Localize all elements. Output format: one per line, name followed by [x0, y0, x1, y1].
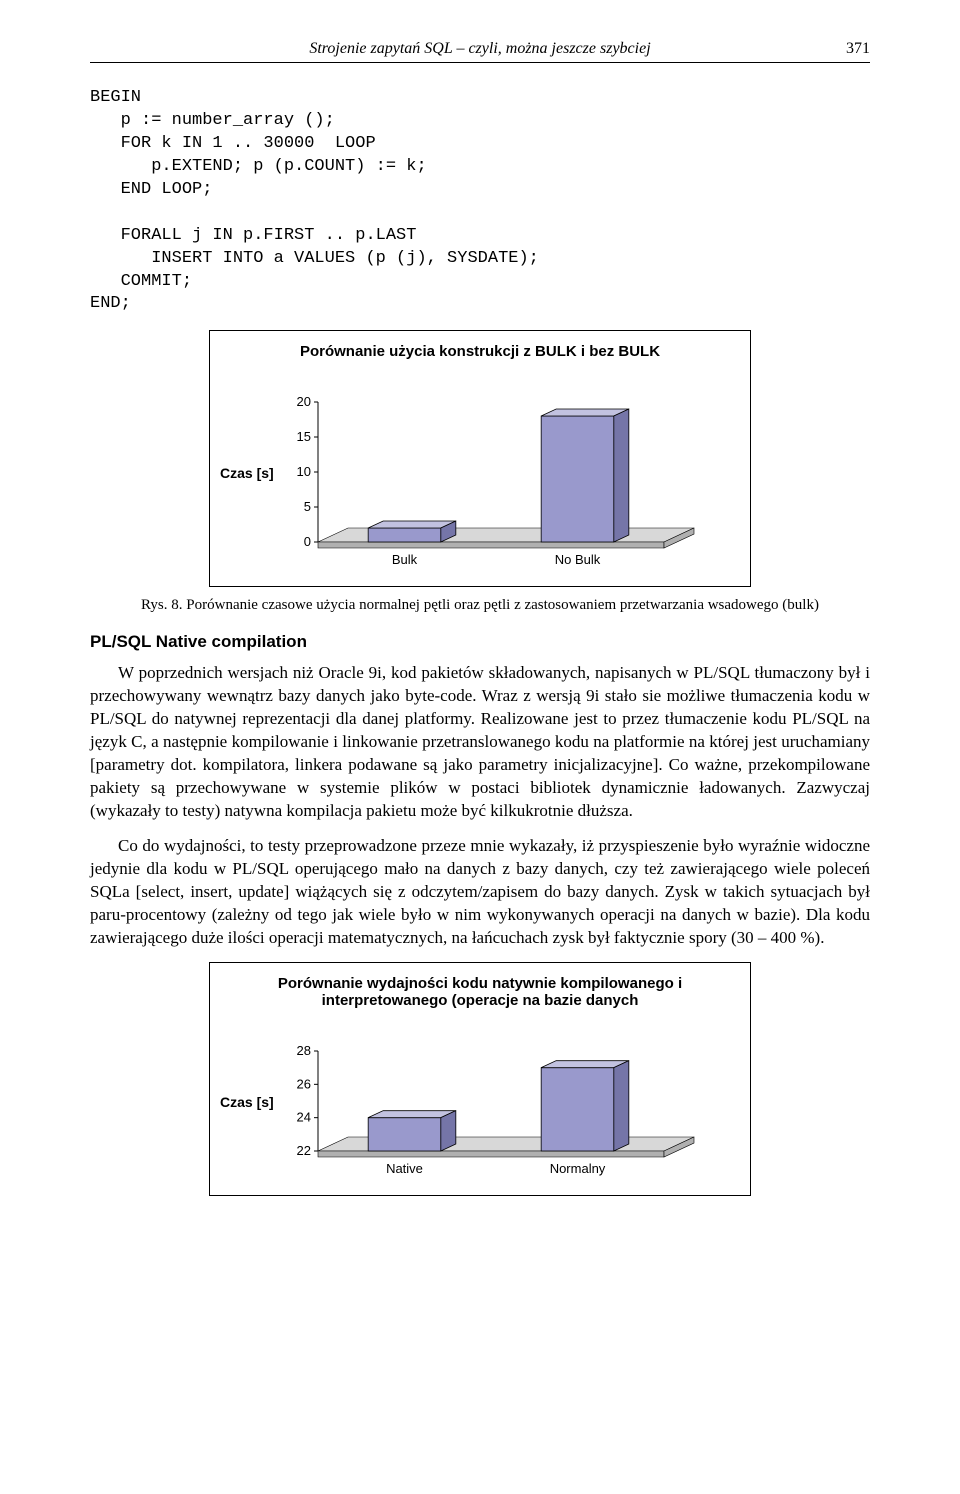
chart-bulk-comparison: Porównanie użycia konstrukcji z BULK i b… — [209, 330, 751, 587]
svg-text:No Bulk: No Bulk — [554, 552, 600, 567]
svg-text:10: 10 — [296, 464, 310, 479]
paragraph-1: W poprzednich wersjach niż Oracle 9i, ko… — [90, 662, 870, 823]
svg-text:15: 15 — [296, 429, 310, 444]
section-heading: PL/SQL Native compilation — [90, 632, 870, 652]
svg-text:Bulk: Bulk — [392, 552, 418, 567]
chart2-title: Porównanie wydajności kodu natywnie komp… — [220, 975, 740, 1009]
caption-text: Porównanie czasowe użycia normalnej pętl… — [186, 597, 819, 613]
chart2-y-label: Czas [s] — [220, 1094, 274, 1110]
running-title: Strojenie zapytań SQL – czyli, można jes… — [309, 40, 650, 57]
chart1-title: Porównanie użycia konstrukcji z BULK i b… — [220, 343, 740, 360]
chart2-body: Czas [s] 22 24 26 28 Native Normalny — [220, 1027, 740, 1177]
svg-text:5: 5 — [303, 499, 310, 514]
svg-text:0: 0 — [303, 534, 310, 549]
svg-text:26: 26 — [296, 1076, 310, 1091]
chart1-plot: 0 5 10 15 20 Bulk No Bulk — [284, 378, 704, 568]
chart2-plot: 22 24 26 28 Native Normalny — [284, 1027, 704, 1177]
paragraph-2: Co do wydajności, to testy przeprowadzon… — [90, 835, 870, 950]
chart2-svg: 22 24 26 28 Native Normalny — [284, 1027, 704, 1177]
svg-text:Native: Native — [386, 1161, 423, 1176]
chart1-y-label: Czas [s] — [220, 465, 274, 481]
chart1-svg: 0 5 10 15 20 Bulk No Bulk — [284, 378, 704, 568]
page-number: 371 — [846, 40, 870, 58]
svg-text:22: 22 — [296, 1143, 310, 1158]
code-block: BEGIN p := number_array (); FOR k IN 1 .… — [90, 87, 870, 316]
chart1-body: Czas [s] 0 5 10 15 20 Bulk No Bulk — [220, 378, 740, 568]
chart-native-comparison: Porównanie wydajności kodu natywnie komp… — [209, 962, 751, 1196]
figure-caption-8: Rys. 8. Porównanie czasowe użycia normal… — [90, 597, 870, 614]
svg-text:28: 28 — [296, 1043, 310, 1058]
svg-text:20: 20 — [296, 394, 310, 409]
page: Strojenie zapytań SQL – czyli, można jes… — [0, 0, 960, 1226]
running-header: Strojenie zapytań SQL – czyli, można jes… — [90, 40, 870, 63]
svg-text:24: 24 — [296, 1109, 310, 1124]
caption-prefix: Rys. 8. — [141, 597, 186, 613]
svg-text:Normalny: Normalny — [549, 1161, 605, 1176]
